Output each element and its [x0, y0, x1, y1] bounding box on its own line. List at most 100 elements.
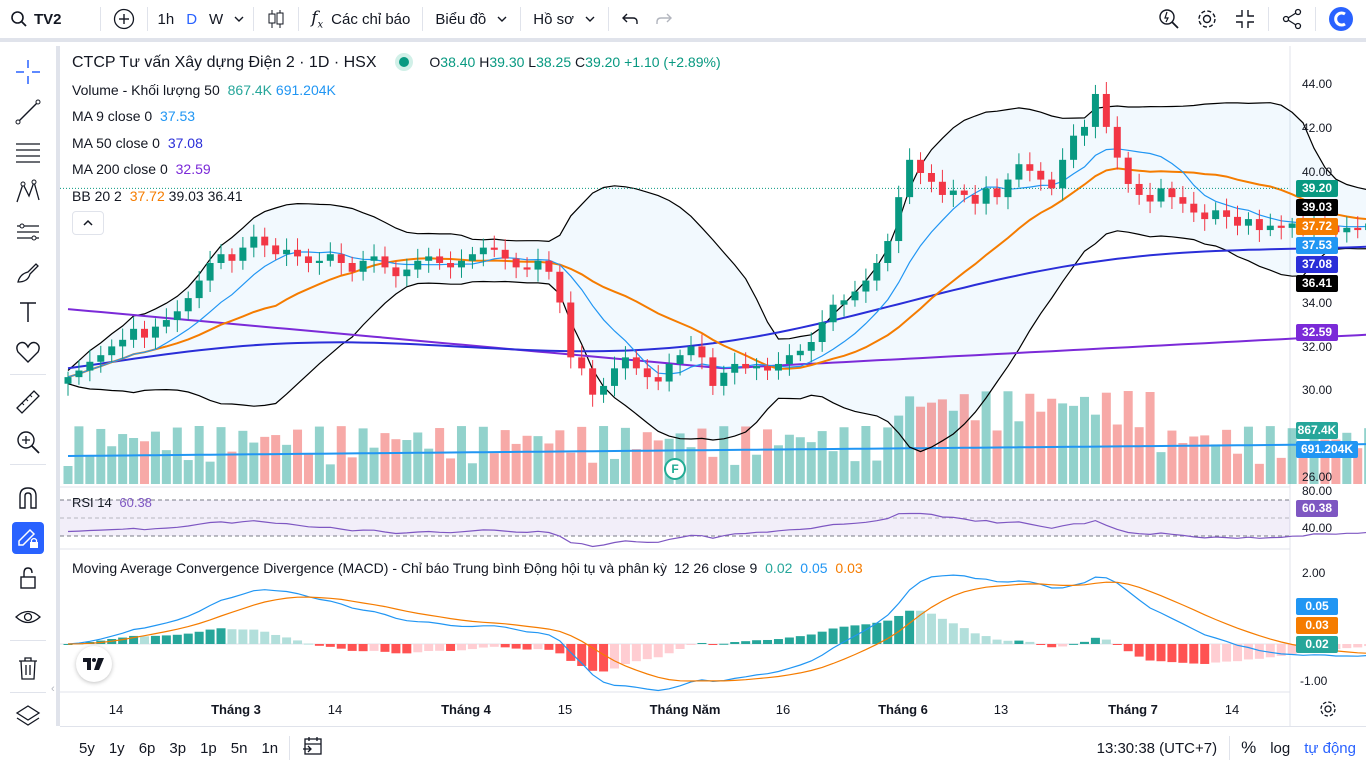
volume-bar: [1090, 414, 1100, 484]
volume-bar: [588, 462, 598, 484]
text-tool[interactable]: [12, 296, 44, 328]
percent-scale-toggle[interactable]: %: [1241, 738, 1257, 757]
trend-line-tool[interactable]: [12, 96, 44, 128]
lock-drawing-mode[interactable]: [12, 522, 44, 554]
redo-button[interactable]: [647, 0, 681, 40]
volume-bar: [926, 402, 936, 484]
profile-dropdown[interactable]: Hồ sơ: [525, 0, 604, 40]
volume-legend[interactable]: Volume - Khối lượng 50 867.4K 691.204K: [72, 82, 336, 98]
candle-body: [1113, 126, 1121, 158]
volume-bar: [456, 426, 466, 484]
ma200-legend[interactable]: MA 200 close 0 32.59: [72, 161, 211, 177]
macd-histogram-bar: [784, 637, 794, 644]
volume-bar: [555, 430, 565, 484]
brand-logo[interactable]: [1320, 0, 1366, 40]
macd-histogram-bar: [424, 644, 434, 651]
symbol-search[interactable]: TV2: [0, 0, 70, 40]
chart-settings-button[interactable]: [1318, 699, 1338, 724]
candle-body: [1255, 219, 1263, 231]
volume-bar: [708, 456, 718, 484]
collapse-sidebar-handle[interactable]: ‹: [51, 683, 55, 695]
macd-histogram-bar: [380, 644, 390, 652]
quick-search-button[interactable]: [1150, 0, 1188, 40]
chart-style-button[interactable]: [258, 0, 294, 40]
bb-legend[interactable]: BB 20 2 37.72 39.03 36.41: [72, 188, 243, 204]
volume-bar: [369, 447, 379, 484]
zoom-tool[interactable]: [12, 426, 44, 458]
measure-tool[interactable]: [12, 386, 44, 418]
timeframe-d[interactable]: D: [186, 10, 198, 28]
candle-body: [687, 346, 695, 356]
brush-tool[interactable]: [12, 256, 44, 288]
open-value: 38.40: [440, 54, 476, 70]
volume-bar: [1047, 398, 1057, 484]
macd-histogram-bar: [773, 639, 783, 644]
ma9-legend[interactable]: MA 9 close 0 37.53: [72, 108, 196, 124]
volume-bar: [435, 428, 445, 484]
crosshair-tool[interactable]: [12, 56, 44, 88]
settings-button[interactable]: [1188, 0, 1226, 40]
macd-histogram-bar: [194, 631, 204, 644]
macd-histogram-bar: [347, 644, 357, 651]
tradingview-logo[interactable]: [76, 646, 112, 682]
share-icon: [1282, 8, 1302, 30]
rsi-legend[interactable]: RSI 14 60.38: [72, 495, 152, 510]
time-axis-label: 16: [775, 702, 791, 717]
fib-tool[interactable]: [12, 136, 44, 168]
lock-all-tool[interactable]: [12, 562, 44, 594]
volume-bar: [1156, 452, 1166, 484]
range-6p[interactable]: 6p: [138, 739, 156, 757]
fullscreen-button[interactable]: [1226, 0, 1264, 40]
auto-scale-toggle[interactable]: tự động: [1304, 739, 1356, 757]
earnings-marker[interactable]: F: [664, 458, 686, 480]
magnet-tool[interactable]: [12, 482, 44, 514]
heart-icon: [16, 341, 40, 363]
candle-body: [621, 357, 629, 369]
undo-button[interactable]: [613, 0, 647, 40]
timeframe-w[interactable]: W: [209, 10, 224, 28]
candle-body: [228, 254, 236, 261]
ma50-legend[interactable]: MA 50 close 0 37.08: [72, 135, 203, 151]
hide-tool[interactable]: [12, 602, 44, 634]
macd-histogram-bar: [1342, 644, 1352, 649]
share-button[interactable]: [1273, 0, 1311, 40]
time-axis-label: Tháng 7: [1108, 702, 1158, 717]
collapse-legend-button[interactable]: [72, 211, 104, 235]
delete-tool[interactable]: [12, 652, 44, 684]
range-1p[interactable]: 1p: [200, 739, 217, 757]
object-tree-tool[interactable]: [12, 700, 44, 732]
volume-bar: [172, 427, 182, 484]
chart-type-dropdown[interactable]: Biểu đồ: [427, 0, 516, 40]
range-3p[interactable]: 3p: [169, 739, 187, 757]
goto-date-button[interactable]: [294, 736, 332, 760]
range-5y[interactable]: 5y: [79, 739, 95, 757]
range-1n[interactable]: 1n: [261, 739, 279, 757]
time-axis-label: 13: [993, 702, 1009, 717]
indicators-button[interactable]: fx Các chỉ báo: [311, 7, 411, 31]
log-scale-toggle[interactable]: log: [1270, 739, 1291, 757]
candle-body: [1004, 179, 1012, 198]
time-axis-label: 14: [108, 702, 124, 717]
volume-bar: [1167, 430, 1177, 484]
icon-tool[interactable]: [12, 336, 44, 368]
macd-histogram-bar: [948, 623, 958, 644]
candle-body: [884, 241, 892, 263]
macd-histogram-bar: [369, 644, 379, 651]
range-5n[interactable]: 5n: [230, 739, 248, 757]
timezone-button[interactable]: 13:30:38 (UTC+7): [1096, 739, 1218, 757]
candle-body: [1201, 212, 1209, 220]
eye-icon: [15, 610, 41, 624]
macd-histogram-bar: [161, 635, 171, 644]
timeframe-1h[interactable]: 1h: [157, 10, 175, 28]
forecast-tool[interactable]: [12, 216, 44, 248]
macd-histogram-bar: [446, 644, 456, 651]
range-1y[interactable]: 1y: [108, 739, 125, 757]
pattern-tool[interactable]: [12, 176, 44, 208]
chart-title[interactable]: CTCP Tư vấn Xây dựng Điện 2 · 1D · HSX: [72, 54, 377, 71]
time-axis-label: Tháng 6: [878, 702, 928, 717]
macd-legend[interactable]: Moving Average Convergence Divergence (M…: [72, 560, 863, 576]
compare-button[interactable]: [105, 0, 143, 40]
timeframe-dropdown[interactable]: [229, 0, 249, 40]
candle-body: [1070, 135, 1078, 160]
